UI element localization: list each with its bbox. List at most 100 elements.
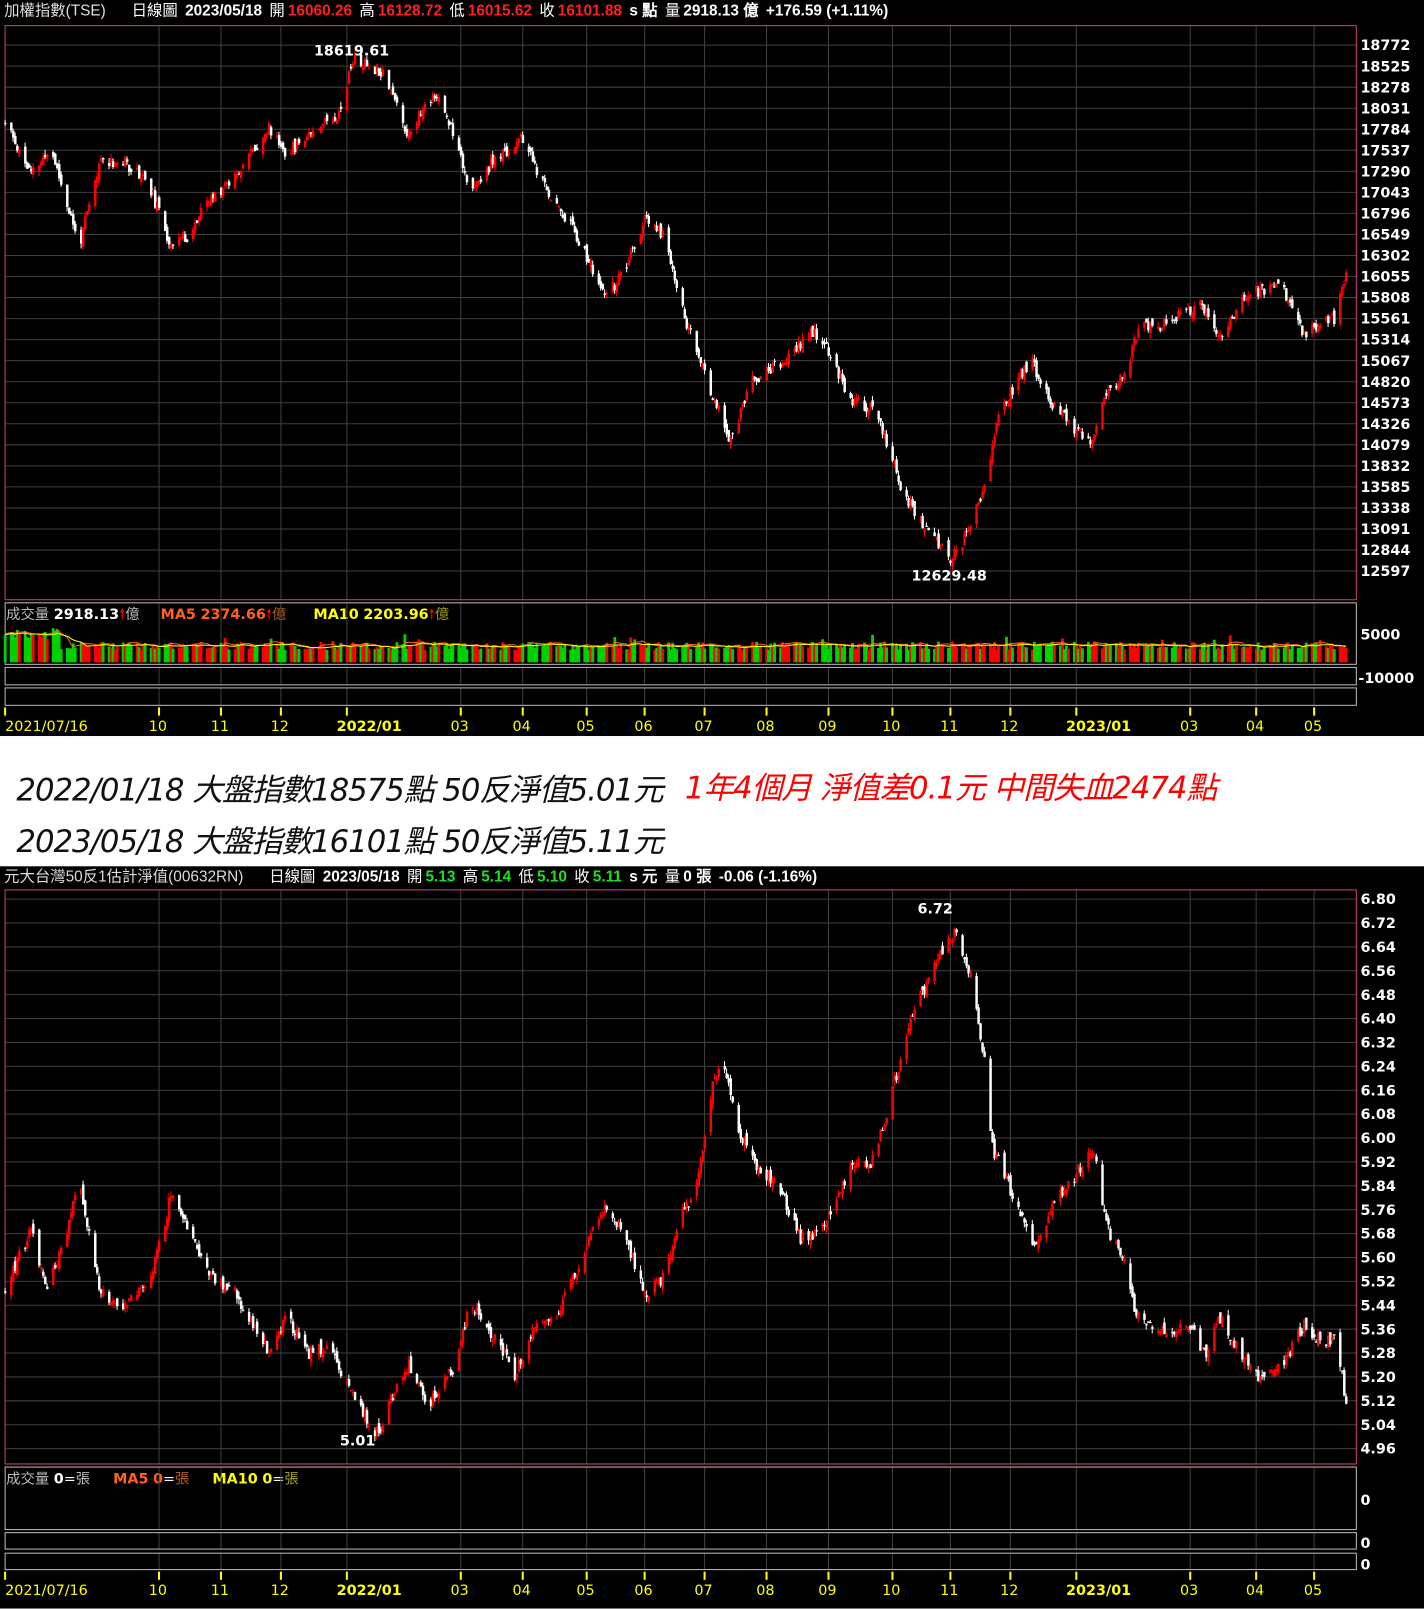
candle [1123, 373, 1126, 380]
volume-bar [253, 645, 257, 663]
candle [435, 97, 439, 99]
candle [885, 1117, 888, 1125]
volume-bar [557, 642, 561, 663]
candle [547, 189, 551, 197]
candle [683, 309, 687, 319]
volume-bar [773, 642, 777, 663]
candle [811, 325, 814, 337]
candle [1007, 402, 1010, 406]
candle [247, 154, 251, 169]
candle [1289, 1352, 1292, 1357]
candle [981, 1042, 984, 1052]
y-axis-label: 18278 [1360, 80, 1410, 96]
volume-bar [1118, 641, 1122, 663]
volume-bar [83, 645, 87, 663]
volume-bar [891, 642, 894, 663]
candle [681, 288, 685, 306]
volume-bar [605, 642, 609, 663]
candle [207, 201, 211, 203]
taiex-candlestick-chart[interactable]: 成交量 2918.13🠕億 MA5 2374.66🠕億 MA10 2203.96… [0, 23, 1424, 737]
volume-bar [1034, 646, 1038, 663]
candle [443, 1376, 447, 1389]
candle [1009, 387, 1012, 407]
volume-bar [1240, 647, 1244, 663]
candle [1245, 1358, 1248, 1360]
candle [489, 158, 493, 170]
volume-bar [199, 641, 203, 663]
candle [1173, 1331, 1176, 1335]
candle [935, 537, 938, 539]
volume-bar [281, 643, 285, 663]
volume-bar [55, 628, 59, 663]
candle [1313, 323, 1316, 327]
candle [1115, 385, 1118, 388]
candle [751, 1149, 754, 1156]
volume-bar [685, 642, 689, 663]
x-axis-label: 11 [211, 1583, 229, 1599]
volume-bar [437, 643, 441, 663]
candle [1093, 434, 1096, 440]
candle [351, 63, 355, 68]
candle [1021, 1212, 1024, 1216]
candle [1315, 1341, 1318, 1343]
ma5-value: 0 [153, 1471, 163, 1487]
x-axis-label: 04 [512, 719, 530, 735]
candle [1079, 428, 1082, 430]
candle [783, 1193, 786, 1196]
x-axis-label: 03 [451, 719, 469, 735]
volume-bar [841, 647, 845, 663]
candle [1171, 319, 1174, 321]
candle [395, 1384, 399, 1393]
volume-bar [717, 648, 721, 663]
candle [709, 1100, 713, 1132]
candle [1133, 337, 1136, 346]
candle [353, 55, 357, 65]
volume-bar [547, 642, 551, 663]
candle [1059, 1189, 1062, 1202]
candle [967, 965, 970, 974]
candle [1315, 324, 1318, 331]
volume-bar [359, 646, 363, 663]
volume-bar [307, 648, 311, 663]
candle [241, 1309, 245, 1311]
volume-bar [155, 646, 159, 663]
candle [221, 1276, 225, 1290]
candle [1091, 439, 1094, 448]
candle [815, 1230, 818, 1232]
candle [1163, 318, 1166, 327]
candle [965, 957, 968, 966]
candle [335, 120, 339, 124]
candle [1233, 317, 1236, 319]
volume-bar [963, 644, 966, 663]
volume-ma10-line [5, 632, 1347, 649]
candle [345, 1378, 349, 1380]
volume-bar [423, 649, 427, 663]
period-label[interactable]: 日線圖 [269, 868, 316, 886]
period-label[interactable]: 日線圖 [131, 2, 178, 20]
volume-bar [1108, 644, 1112, 663]
close-value: 16101.88 [557, 2, 622, 20]
volume-bar [1146, 646, 1150, 663]
candle [671, 265, 675, 270]
volume-bar [883, 642, 886, 663]
candle [863, 400, 866, 411]
etf-candlestick-chart[interactable]: 成交量 0=張 MA5 0=張 MA10 0=張 0 0 0 6.806.726… [0, 888, 1424, 1608]
indicator-frame [4, 1552, 1357, 1571]
volume-bar [981, 643, 984, 663]
candle [1005, 401, 1008, 404]
candle [74, 223, 77, 232]
candle [253, 145, 257, 151]
volume-bar [1100, 648, 1104, 663]
candle [137, 1287, 141, 1297]
volume-bar [493, 647, 497, 663]
candle [531, 1327, 535, 1340]
volume-bar [645, 647, 649, 663]
candle [94, 180, 97, 207]
candle [1049, 1212, 1052, 1215]
x-axis-label: 10 [882, 719, 900, 735]
volume-bar [919, 641, 922, 663]
candle [619, 1222, 623, 1230]
volume-bar [797, 645, 801, 663]
volume-bar [435, 646, 439, 663]
candle [70, 213, 73, 216]
